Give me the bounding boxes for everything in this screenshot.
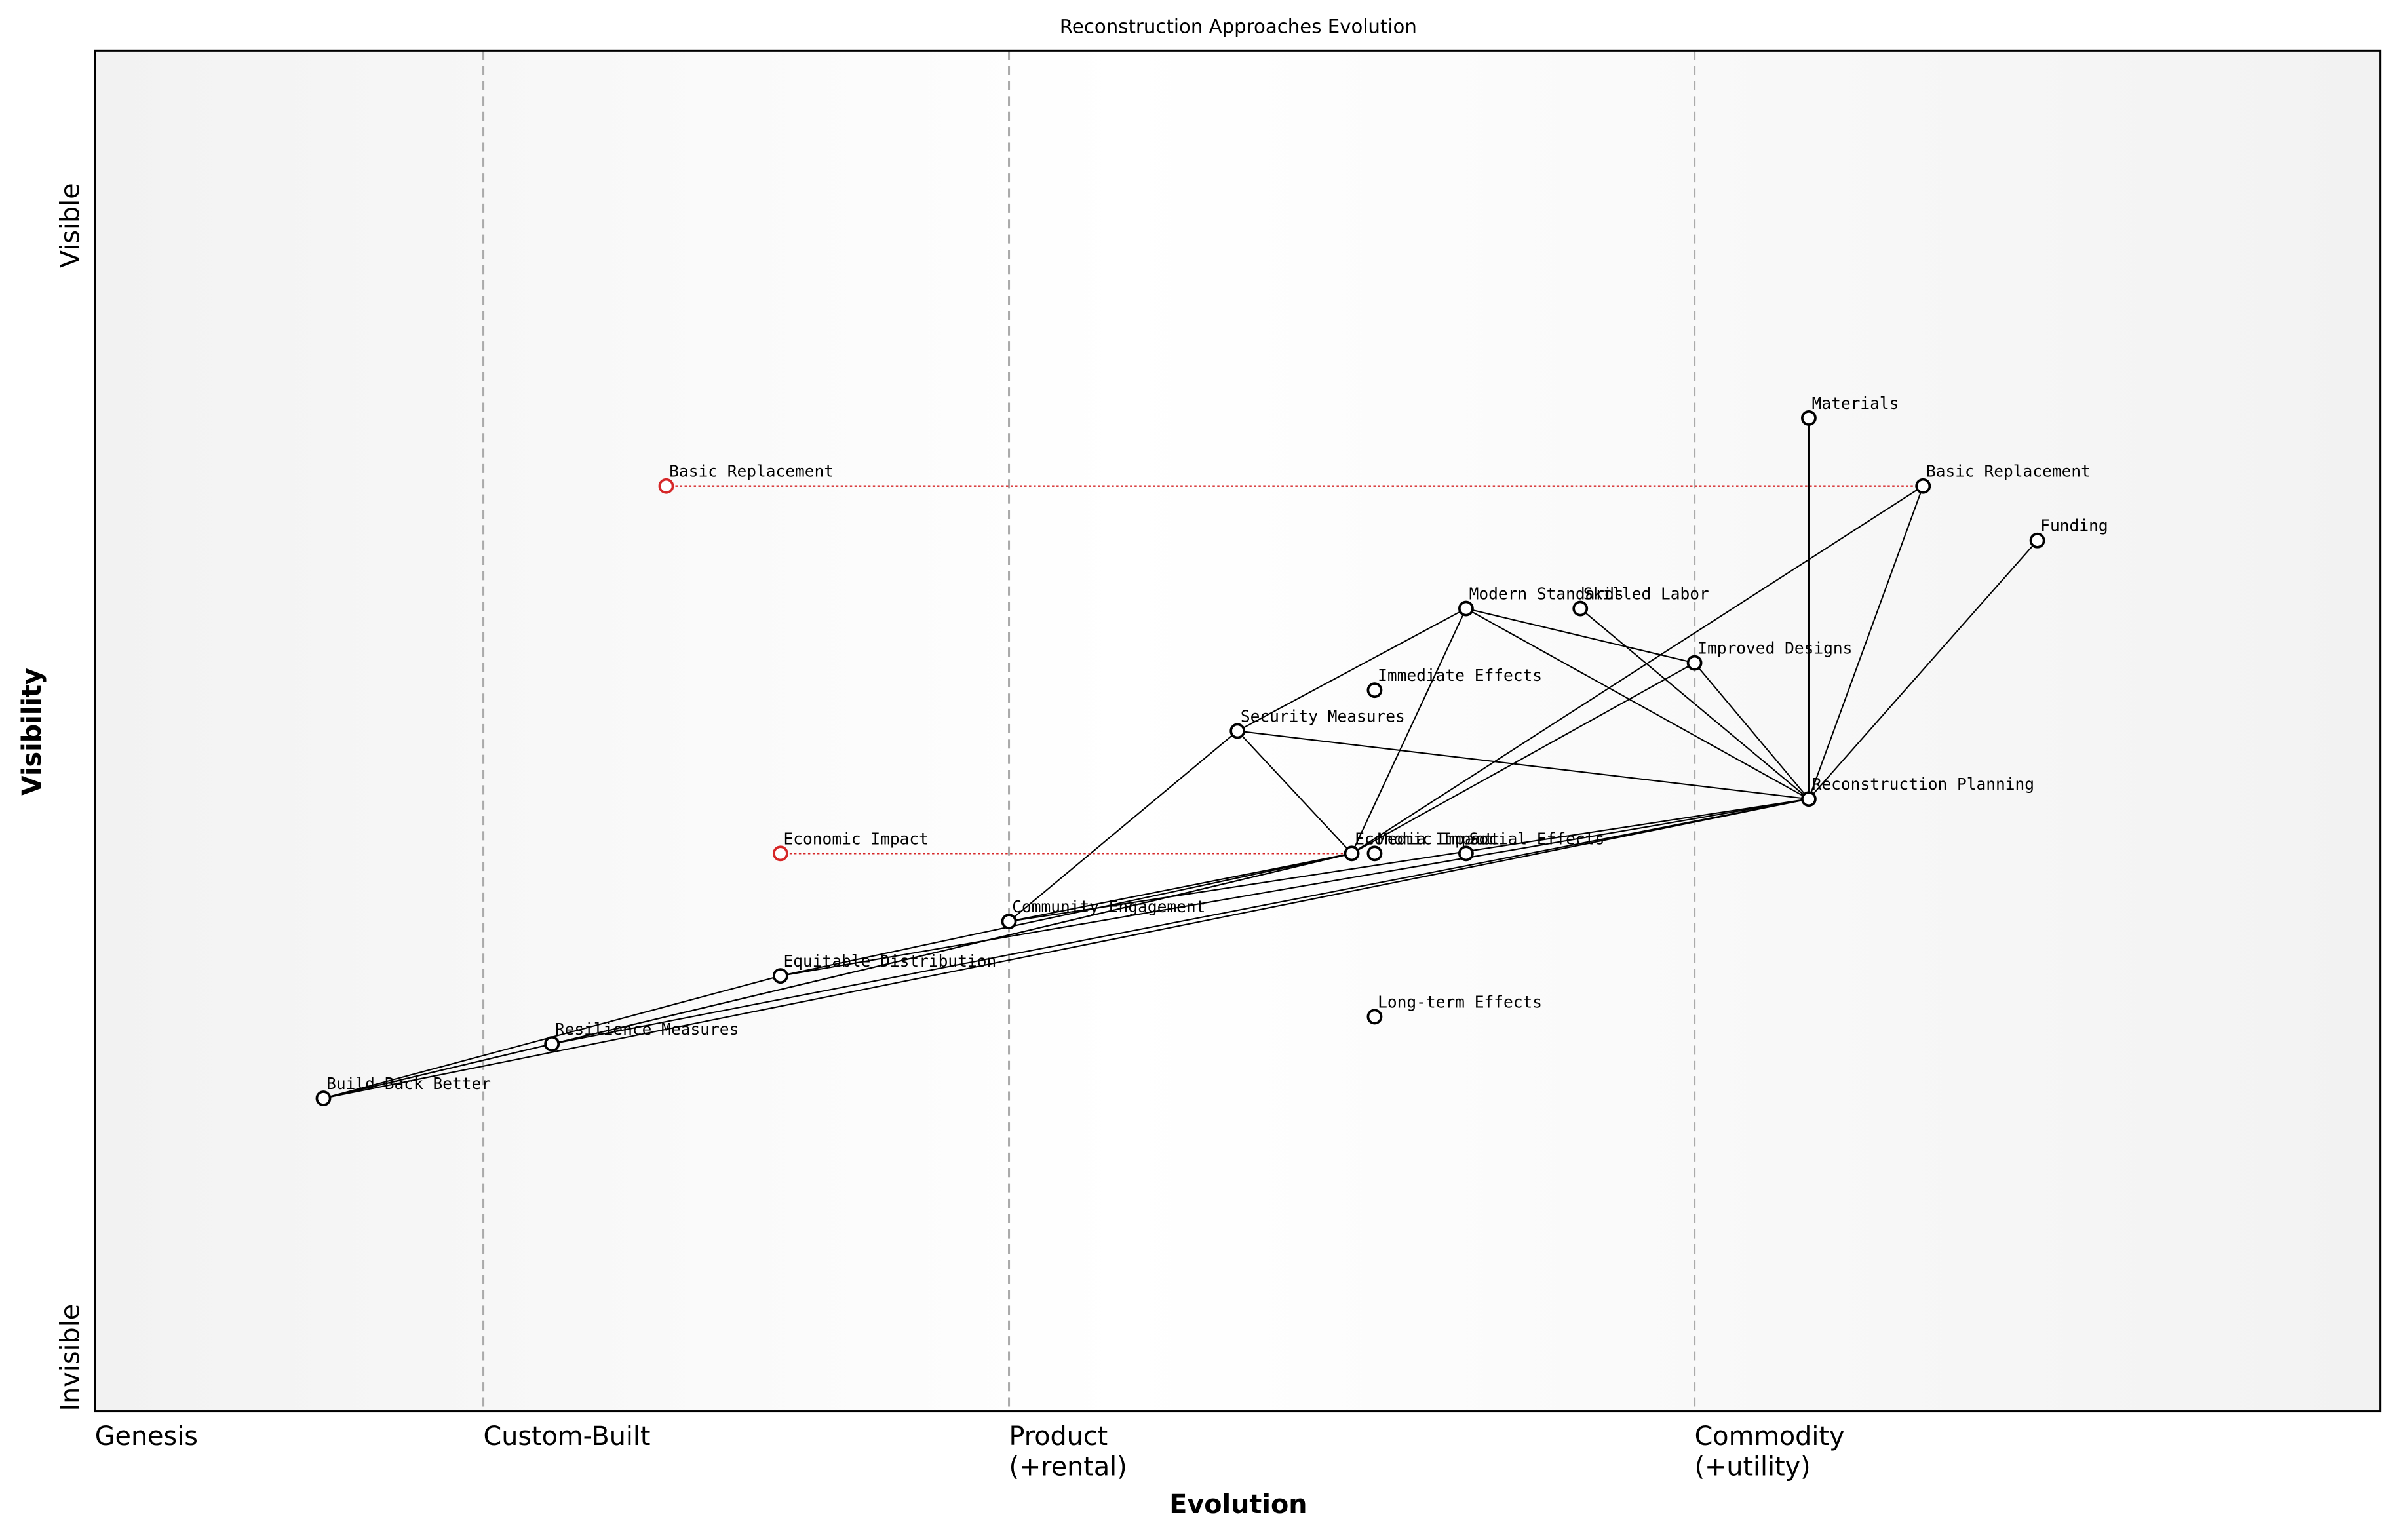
component xyxy=(1001,914,1017,930)
component-label: Funding xyxy=(2040,516,2108,535)
component xyxy=(315,1090,332,1106)
component xyxy=(1458,845,1474,862)
component-label: Equitable Distribution xyxy=(784,952,997,971)
component-label: Modern Standards xyxy=(1469,585,1624,604)
component xyxy=(1229,723,1246,739)
component-label: Security Measures xyxy=(1241,706,1405,725)
x-tick-label: Commodity (+utility) xyxy=(1695,1421,1845,1482)
component xyxy=(772,845,788,862)
x-axis-title: Evolution xyxy=(1169,1490,1307,1520)
component-label: Reconstruction Planning xyxy=(1812,775,2034,794)
component-label: Improved Designs xyxy=(1697,639,1852,658)
dependency-link xyxy=(1465,607,1695,664)
dependency-link xyxy=(1008,730,1238,922)
dependency-link xyxy=(1009,853,1352,923)
dependency-link xyxy=(1694,662,1810,799)
component-label: Long-term Effects xyxy=(1378,992,1542,1011)
chart-title: Reconstruction Approaches Evolution xyxy=(1060,15,1417,37)
component xyxy=(1915,478,1931,494)
x-tick-label: Genesis xyxy=(95,1421,198,1452)
component xyxy=(2029,532,2045,549)
component xyxy=(1366,682,1383,699)
component xyxy=(1366,1009,1383,1025)
dependency-link xyxy=(323,1043,552,1100)
dependency-link xyxy=(1237,730,1353,855)
dependency-link xyxy=(1237,607,1467,732)
x-tick-label: Product (+rental) xyxy=(1009,1421,1127,1482)
dependency-link xyxy=(1237,730,1810,800)
dependency-link xyxy=(1351,608,1467,854)
component xyxy=(1458,600,1474,617)
component-label: Basic Replacement xyxy=(1926,462,2091,481)
plot-frame xyxy=(94,49,2382,1413)
component-label: Basic Replacement xyxy=(669,462,834,481)
component xyxy=(1344,845,1360,862)
component-label: Social Effects xyxy=(1469,829,1605,848)
dependency-link xyxy=(1808,486,1924,799)
component-label: Immediate Effects xyxy=(1378,666,1542,685)
component xyxy=(1572,600,1589,617)
y-bottom-label: Invisible xyxy=(55,1304,85,1412)
component xyxy=(1366,845,1383,862)
dependency-link xyxy=(1808,540,2038,799)
y-top-label: Visible xyxy=(55,183,85,268)
component-label: Resilience Measures xyxy=(555,1020,739,1039)
component-label: Materials xyxy=(1812,394,1899,413)
dependency-link xyxy=(1351,485,1924,855)
dependency-link xyxy=(780,853,1352,977)
y-axis-title: Visibility xyxy=(17,668,47,796)
dependency-link xyxy=(780,798,1810,977)
component-label: Skilled Labor xyxy=(1583,585,1709,604)
dependency-link xyxy=(1009,798,1810,923)
component-label: Community Engagement xyxy=(1012,897,1205,916)
dependency-link xyxy=(551,798,1810,1045)
component-label: Media Impact xyxy=(1378,829,1494,848)
dependency-link xyxy=(1579,607,1810,800)
component xyxy=(772,968,788,984)
component xyxy=(658,478,674,494)
map: Genesis Custom-Built Product (+rental) Commo… xyxy=(95,50,2108,1482)
component xyxy=(1686,655,1703,671)
dependency-link xyxy=(323,798,1810,1100)
component-label: Economic Impact xyxy=(1355,829,1500,848)
dependency-link xyxy=(1465,607,1810,800)
x-tick-label: Custom-Built xyxy=(484,1421,651,1452)
dependency-link xyxy=(1351,662,1695,855)
component-label: Economic Impact xyxy=(784,829,929,848)
component xyxy=(1801,791,1817,807)
component xyxy=(544,1036,560,1052)
component-label: Build Back Better xyxy=(326,1074,491,1093)
component xyxy=(1801,410,1817,426)
